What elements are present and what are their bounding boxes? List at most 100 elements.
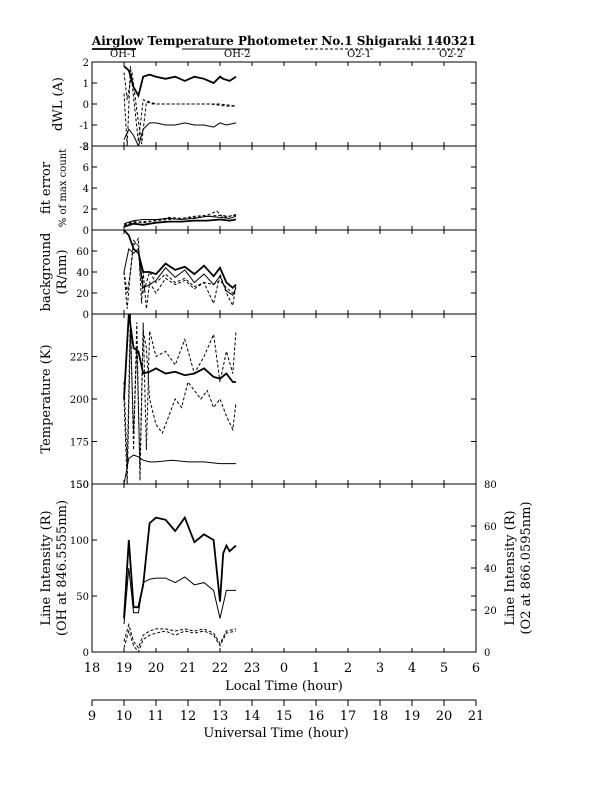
ut-tick-label: 18 bbox=[372, 709, 389, 724]
y-right-tick-label: 80 bbox=[484, 480, 497, 491]
y-axis-label: Temperature (K) bbox=[39, 344, 54, 453]
y-tick-label: 0 bbox=[83, 648, 89, 659]
local-time-tick-label: 3 bbox=[376, 661, 384, 676]
y-tick-label: 60 bbox=[76, 247, 89, 258]
y-tick-label: 4 bbox=[83, 184, 89, 195]
ut-tick-label: 21 bbox=[468, 709, 485, 724]
series-line-oh-1 bbox=[123, 314, 236, 400]
legend-entry-oh-2: OH-2 bbox=[182, 48, 251, 60]
y-tick-label: 225 bbox=[70, 353, 89, 364]
y-axis-label-2: (OH at 846.5555nm) bbox=[55, 500, 70, 636]
y-tick-label: -2 bbox=[79, 142, 89, 153]
y-tick-label: 0 bbox=[83, 100, 89, 111]
ut-tick-label: 16 bbox=[308, 709, 325, 724]
local-time-tick-label: 1 bbox=[312, 661, 320, 676]
ut-tick-label: 15 bbox=[276, 709, 293, 724]
local-time-tick-label: 5 bbox=[440, 661, 448, 676]
ut-tick-label: 17 bbox=[340, 709, 357, 724]
series-line-oh-2 bbox=[123, 122, 237, 146]
chart-title: Airglow Temperature Photometer No.1 Shig… bbox=[91, 34, 476, 48]
y-tick-label: 0 bbox=[83, 226, 89, 237]
y-tick-label: 175 bbox=[70, 438, 89, 449]
y-tick-label: 2 bbox=[83, 58, 89, 69]
y-tick-label: 100 bbox=[70, 536, 89, 547]
panel-frame bbox=[91, 483, 477, 653]
y-tick-label: 150 bbox=[70, 480, 89, 491]
y-tick-label: 2 bbox=[83, 205, 89, 216]
panel-2: 0 2 4 6 8 fit error % of max count bbox=[39, 142, 477, 237]
series-line-oh-1 bbox=[123, 218, 237, 228]
ut-tick-label: 13 bbox=[212, 709, 229, 724]
y-tick-label: 1 bbox=[83, 79, 89, 90]
ut-tick-label: 14 bbox=[244, 709, 261, 724]
ut-tick-label: 12 bbox=[180, 709, 197, 724]
ut-axis-label: Universal Time (hour) bbox=[203, 726, 348, 741]
local-time-axis-label: Local Time (hour) bbox=[225, 679, 343, 694]
series-line-oh-2 bbox=[123, 215, 237, 225]
y-axis-label-2: (R/nm) bbox=[55, 249, 70, 294]
series-line-o2-2 bbox=[123, 214, 237, 227]
ut-tick-label: 11 bbox=[148, 709, 165, 724]
ut-tick-label: 10 bbox=[116, 709, 133, 724]
ut-tick-label: 9 bbox=[88, 709, 96, 724]
series-line-o2-1 bbox=[123, 210, 237, 226]
y-axis-label-2: % of max count bbox=[58, 149, 69, 227]
series-line-o2-1 bbox=[123, 629, 237, 652]
y-axis-label: background bbox=[39, 233, 54, 312]
local-time-tick-label: 23 bbox=[244, 661, 261, 676]
series-line-oh-1 bbox=[123, 230, 237, 290]
legend-label: O2-1 bbox=[347, 49, 371, 60]
local-time-tick-label: 4 bbox=[408, 661, 416, 676]
y-tick-label: 40 bbox=[76, 268, 89, 279]
panels: -2 -1 0 1 2 dWL (A) 0 2 4 6 8 fit error % of max cou… bbox=[39, 58, 534, 659]
y-tick-label: -1 bbox=[79, 121, 89, 132]
series-line-o2-2 bbox=[123, 314, 237, 481]
local-time-tick-label: 2 bbox=[344, 661, 352, 676]
y-right-tick-label: 0 bbox=[484, 648, 490, 659]
legend: OH-1 OH-2 O2-1 O2-2 bbox=[92, 48, 465, 60]
local-time-tick-label: 18 bbox=[84, 661, 101, 676]
y-right-tick-label: 40 bbox=[484, 564, 497, 575]
y-tick-label: 200 bbox=[70, 395, 89, 406]
y-tick-label: 6 bbox=[83, 163, 89, 174]
y-right-axis-label-2: (O2 at 866.0595nm) bbox=[519, 501, 534, 634]
local-time-tick-label: 0 bbox=[280, 661, 288, 676]
local-time-tick-label: 19 bbox=[116, 661, 133, 676]
y-right-axis-label: Line Intensity (R) bbox=[503, 510, 518, 625]
y-axis-label: Line Intensity (R) bbox=[39, 510, 54, 625]
ut-tick-label: 19 bbox=[404, 709, 421, 724]
legend-entry-o2-2: O2-2 bbox=[397, 48, 465, 60]
legend-label: OH-1 bbox=[110, 49, 137, 60]
local-time-tick-label: 6 bbox=[472, 661, 480, 676]
y-tick-label: 20 bbox=[76, 289, 89, 300]
legend-label: OH-2 bbox=[224, 49, 251, 60]
y-right-tick-label: 60 bbox=[484, 522, 497, 533]
panel-4: 150 175 200 225 Temperature (K) bbox=[39, 313, 477, 491]
panel-1: -2 -1 0 1 2 dWL (A) bbox=[51, 58, 477, 153]
local-time-tick-label: 20 bbox=[148, 661, 165, 676]
y-tick-label: 50 bbox=[76, 592, 89, 603]
y-tick-label: 8 bbox=[83, 142, 89, 153]
ut-tick-label: 20 bbox=[436, 709, 453, 724]
y-axis-label: dWL (A) bbox=[51, 77, 66, 131]
local-time-tick-label: 21 bbox=[180, 661, 197, 676]
series-line-o2-2 bbox=[123, 239, 237, 309]
series-line-oh-2 bbox=[123, 567, 236, 625]
y-axis-label: fit error bbox=[39, 161, 54, 214]
panel-3: 0 20 40 60 background (R/nm) bbox=[39, 229, 477, 321]
series-line-o2-2 bbox=[123, 622, 237, 649]
series-line-o2-2 bbox=[123, 72, 236, 144]
legend-entry-o2-1: O2-1 bbox=[305, 48, 373, 60]
local-time-tick-label: 22 bbox=[212, 661, 229, 676]
legend-label: O2-2 bbox=[439, 49, 463, 60]
panel-frame bbox=[91, 145, 477, 231]
y-right-tick-label: 20 bbox=[484, 606, 497, 617]
legend-entry-oh-1: OH-1 bbox=[92, 48, 137, 60]
y-tick-label: 0 bbox=[83, 310, 89, 321]
series-line-oh-1 bbox=[123, 65, 237, 98]
series-line-oh-1 bbox=[123, 515, 237, 619]
series-line-oh-2 bbox=[123, 454, 236, 484]
